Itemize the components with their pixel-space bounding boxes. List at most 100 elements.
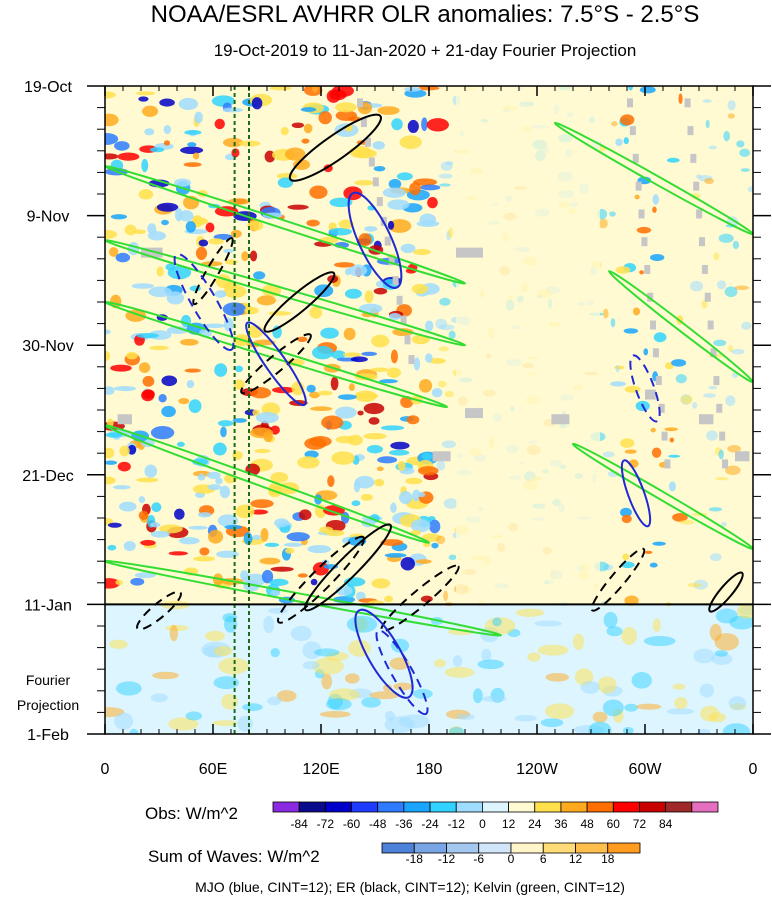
field-blob <box>244 306 259 315</box>
field-blob <box>330 350 346 359</box>
field-blob <box>306 219 320 227</box>
field-blob <box>136 477 159 483</box>
field-blob <box>192 152 200 160</box>
field-blob <box>664 427 678 432</box>
waves-colorbar-tick-label: 12 <box>569 852 583 866</box>
field-blob <box>206 471 221 479</box>
field-blob <box>249 250 258 262</box>
field-blob <box>158 524 183 534</box>
field-blob <box>354 180 375 186</box>
field-blob <box>234 365 244 373</box>
missing-patch <box>704 292 711 302</box>
field-blob <box>390 441 410 450</box>
field-blob <box>621 626 638 645</box>
field-blob <box>426 118 450 132</box>
field-blob <box>652 206 657 213</box>
field-blob <box>156 202 179 212</box>
missing-patch <box>722 459 729 469</box>
kelvin-contour <box>105 165 467 285</box>
field-blob <box>184 129 202 135</box>
field-blob <box>732 240 740 250</box>
obs-colorbar-swatch <box>612 801 640 813</box>
field-blob <box>718 233 734 244</box>
field-blob <box>428 358 446 364</box>
field-blob <box>131 283 154 289</box>
field-blob <box>310 578 318 586</box>
field-blob <box>725 465 741 476</box>
field-blob <box>263 615 275 634</box>
field-blob <box>105 432 123 438</box>
field-blob <box>386 367 401 378</box>
field-blob <box>256 295 277 306</box>
field-blob <box>185 711 203 721</box>
obs-colorbar-label: Obs: W/m^2 <box>145 804 238 823</box>
field-blob <box>588 721 612 734</box>
field-blob <box>306 384 316 393</box>
mjo-contour <box>620 459 652 528</box>
field-blob <box>704 177 714 185</box>
field-blob <box>412 489 421 502</box>
field-blob <box>197 512 212 518</box>
x-tick-label: 60W <box>629 761 663 778</box>
field-blob <box>327 475 335 488</box>
field-blob <box>149 147 165 153</box>
field-blob <box>268 607 288 614</box>
field-blob <box>610 318 616 328</box>
field-blob <box>117 461 131 472</box>
field-blob <box>650 253 665 262</box>
field-blob <box>174 508 185 520</box>
missing-patch <box>693 181 700 191</box>
field-blob <box>105 113 119 127</box>
field-blob <box>230 229 242 238</box>
field-blob <box>392 328 414 337</box>
y-axis: 19-Oct 9-Nov 30-Nov 21-Dec 11-Jan 1-Feb <box>22 79 771 744</box>
field-blob <box>150 426 175 440</box>
field-blob <box>734 285 750 291</box>
chart-title: NOAA/ESRL AVHRR OLR anomalies: 7.5°S - 2… <box>151 1 700 28</box>
obs-colorbar-swatch <box>403 801 431 813</box>
field-blob <box>438 173 453 179</box>
waves-colorbar-swatch <box>510 842 544 854</box>
field-blob <box>619 507 632 517</box>
field-blob <box>208 238 224 245</box>
field-blob <box>127 444 137 455</box>
field-blob <box>716 280 727 290</box>
mjo-contour <box>375 629 429 716</box>
field-blob <box>675 373 687 384</box>
missing-patch <box>388 256 395 266</box>
field-blob <box>274 518 289 528</box>
field-blob <box>319 710 351 718</box>
field-blob <box>243 579 260 592</box>
obs-colorbar-tick-label: 84 <box>659 817 673 831</box>
field-blob <box>398 491 413 504</box>
field-blob <box>456 713 475 720</box>
field-blob <box>448 330 456 339</box>
y-tick-label: 11-Jan <box>24 597 72 614</box>
field-blob <box>603 611 618 629</box>
obs-colorbar-swatch <box>377 801 405 813</box>
field-blob <box>304 437 327 450</box>
field-blob <box>161 375 178 387</box>
field-blob <box>624 595 639 606</box>
field-blob <box>323 505 345 516</box>
field-blob <box>215 477 223 485</box>
field-blob <box>384 553 407 558</box>
field-blob <box>701 299 708 309</box>
field-blob <box>250 509 269 515</box>
missing-patch <box>404 335 411 345</box>
er-contour <box>708 571 744 613</box>
field-blob <box>622 553 629 561</box>
er-contour <box>192 237 234 306</box>
obs-colorbar-swatch <box>560 801 588 813</box>
field-blob <box>444 390 454 398</box>
field-blob <box>709 553 722 562</box>
y-tick-label: 19-Oct <box>24 79 73 96</box>
missing-patch <box>645 389 656 400</box>
field-blob <box>400 556 415 571</box>
field-blob <box>284 147 306 161</box>
field-blob <box>269 578 289 586</box>
field-blob <box>366 445 383 454</box>
missing-patch <box>664 459 671 469</box>
obs-colorbar-swatch <box>272 801 300 813</box>
missing-patch <box>357 98 363 108</box>
